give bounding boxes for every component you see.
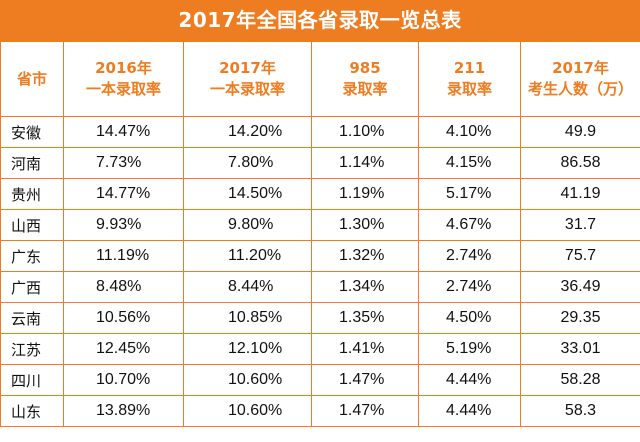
cell-province: 山西 xyxy=(0,209,64,241)
cell-rate-985: 1.32% xyxy=(311,240,419,272)
cell-examinees: 58.3 xyxy=(520,395,640,427)
cell-rate-211: 4.67% xyxy=(418,209,521,241)
cell-rate-2016: 12.45% xyxy=(63,333,184,365)
cell-examinees: 75.7 xyxy=(520,240,640,272)
cell-province: 云南 xyxy=(0,302,64,334)
cell-examinees: 36.49 xyxy=(520,271,640,303)
table-row: 安徽 14.47% 14.20% 1.10% 4.10% 49.9 xyxy=(0,116,640,148)
cell-province: 安徽 xyxy=(0,116,64,148)
cell-rate-2017: 10.85% xyxy=(183,302,312,334)
cell-examinees: 41.19 xyxy=(520,178,640,210)
cell-province: 山东 xyxy=(0,395,64,427)
header-rate-2016: 2016年 一本录取率 xyxy=(63,41,184,117)
cell-rate-211: 4.50% xyxy=(418,302,521,334)
table-row: 广西 8.48% 8.44% 1.34% 2.74% 36.49 xyxy=(0,271,640,303)
cell-rate-211: 2.74% xyxy=(418,271,521,303)
cell-rate-985: 1.47% xyxy=(311,364,419,396)
cell-rate-2017: 14.50% xyxy=(183,178,312,210)
cell-rate-2017: 10.60% xyxy=(183,395,312,427)
header-examinees-line2: 考生人数（万） xyxy=(527,80,633,98)
header-examinees-line1: 2017年 xyxy=(552,59,609,77)
table-row: 江苏 12.45% 12.10% 1.41% 5.19% 33.01 xyxy=(0,333,640,365)
cell-rate-2016: 13.89% xyxy=(63,395,184,427)
cell-rate-2016: 7.73% xyxy=(63,147,184,179)
header-rate-985-line1: 985 xyxy=(349,59,381,77)
cell-rate-211: 4.10% xyxy=(418,116,521,148)
cell-examinees: 31.7 xyxy=(520,209,640,241)
table-header: 省市 2016年 一本录取率 2017年 一本录取率 985 录取率 211 录… xyxy=(0,41,640,117)
header-rate-2017: 2017年 一本录取率 xyxy=(183,41,312,117)
header-rate-211: 211 录取率 xyxy=(418,41,521,117)
cell-rate-2016: 14.77% xyxy=(63,178,184,210)
cell-rate-2016: 11.19% xyxy=(63,240,184,272)
table-body: 安徽 14.47% 14.20% 1.10% 4.10% 49.9 河南 7.7… xyxy=(0,116,640,427)
table-row: 贵州 14.77% 14.50% 1.19% 5.17% 41.19 xyxy=(0,178,640,210)
cell-rate-211: 5.19% xyxy=(418,333,521,365)
cell-examinees: 33.01 xyxy=(520,333,640,365)
cell-rate-985: 1.10% xyxy=(311,116,419,148)
cell-rate-211: 4.44% xyxy=(418,364,521,396)
cell-province: 江苏 xyxy=(0,333,64,365)
cell-rate-2017: 12.10% xyxy=(183,333,312,365)
table-row: 山西 9.93% 9.80% 1.30% 4.67% 31.7 xyxy=(0,209,640,241)
table-row: 广东 11.19% 11.20% 1.32% 2.74% 75.7 xyxy=(0,240,640,272)
cell-rate-985: 1.19% xyxy=(311,178,419,210)
cell-rate-985: 1.30% xyxy=(311,209,419,241)
cell-rate-2016: 8.48% xyxy=(63,271,184,303)
cell-province: 河南 xyxy=(0,147,64,179)
table-row: 云南 10.56% 10.85% 1.35% 4.50% 29.35 xyxy=(0,302,640,334)
header-rate-2016-line2: 一本录取率 xyxy=(85,80,161,98)
cell-rate-2016: 10.70% xyxy=(63,364,184,396)
cell-examinees: 58.28 xyxy=(520,364,640,396)
cell-province: 广东 xyxy=(0,240,64,272)
cell-province: 四川 xyxy=(0,364,64,396)
header-province: 省市 xyxy=(0,41,64,117)
table-title: 2017年全国各省录取一览总表 xyxy=(0,0,640,42)
cell-rate-211: 4.15% xyxy=(418,147,521,179)
cell-rate-2016: 14.47% xyxy=(63,116,184,148)
header-rate-985-line2: 录取率 xyxy=(342,80,388,98)
cell-examinees: 49.9 xyxy=(520,116,640,148)
table-row: 河南 7.73% 7.80% 1.14% 4.15% 86.58 xyxy=(0,147,640,179)
header-row: 省市 2016年 一本录取率 2017年 一本录取率 985 录取率 211 录… xyxy=(0,41,640,117)
cell-rate-211: 2.74% xyxy=(418,240,521,272)
cell-rate-985: 1.41% xyxy=(311,333,419,365)
cell-examinees: 29.35 xyxy=(520,302,640,334)
cell-rate-211: 5.17% xyxy=(418,178,521,210)
cell-rate-2017: 14.20% xyxy=(183,116,312,148)
header-rate-985: 985 录取率 xyxy=(311,41,419,117)
cell-province: 广西 xyxy=(0,271,64,303)
cell-rate-985: 1.34% xyxy=(311,271,419,303)
cell-rate-985: 1.47% xyxy=(311,395,419,427)
table-row: 山东 13.89% 10.60% 1.47% 4.44% 58.3 xyxy=(0,395,640,427)
cell-rate-2016: 10.56% xyxy=(63,302,184,334)
cell-province: 贵州 xyxy=(0,178,64,210)
cell-examinees: 86.58 xyxy=(520,147,640,179)
cell-rate-985: 1.14% xyxy=(311,147,419,179)
header-examinees: 2017年 考生人数（万） xyxy=(520,41,640,117)
cell-rate-2017: 9.80% xyxy=(183,209,312,241)
cell-rate-2017: 11.20% xyxy=(183,240,312,272)
header-rate-211-line2: 录取率 xyxy=(446,80,492,98)
cell-rate-985: 1.35% xyxy=(311,302,419,334)
cell-rate-211: 4.44% xyxy=(418,395,521,427)
cell-rate-2017: 8.44% xyxy=(183,271,312,303)
header-rate-2016-line1: 2016年 xyxy=(95,59,152,77)
cell-rate-2017: 7.80% xyxy=(183,147,312,179)
header-rate-2017-line1: 2017年 xyxy=(219,59,276,77)
cell-rate-2016: 9.93% xyxy=(63,209,184,241)
cell-rate-2017: 10.60% xyxy=(183,364,312,396)
header-province-line1: 省市 xyxy=(16,69,47,88)
header-rate-2017-line2: 一本录取率 xyxy=(209,80,285,98)
header-rate-211-line1: 211 xyxy=(453,59,486,77)
table-row: 四川 10.70% 10.60% 1.47% 4.44% 58.28 xyxy=(0,364,640,396)
admission-rate-table: 省市 2016年 一本录取率 2017年 一本录取率 985 录取率 211 录… xyxy=(0,41,640,427)
